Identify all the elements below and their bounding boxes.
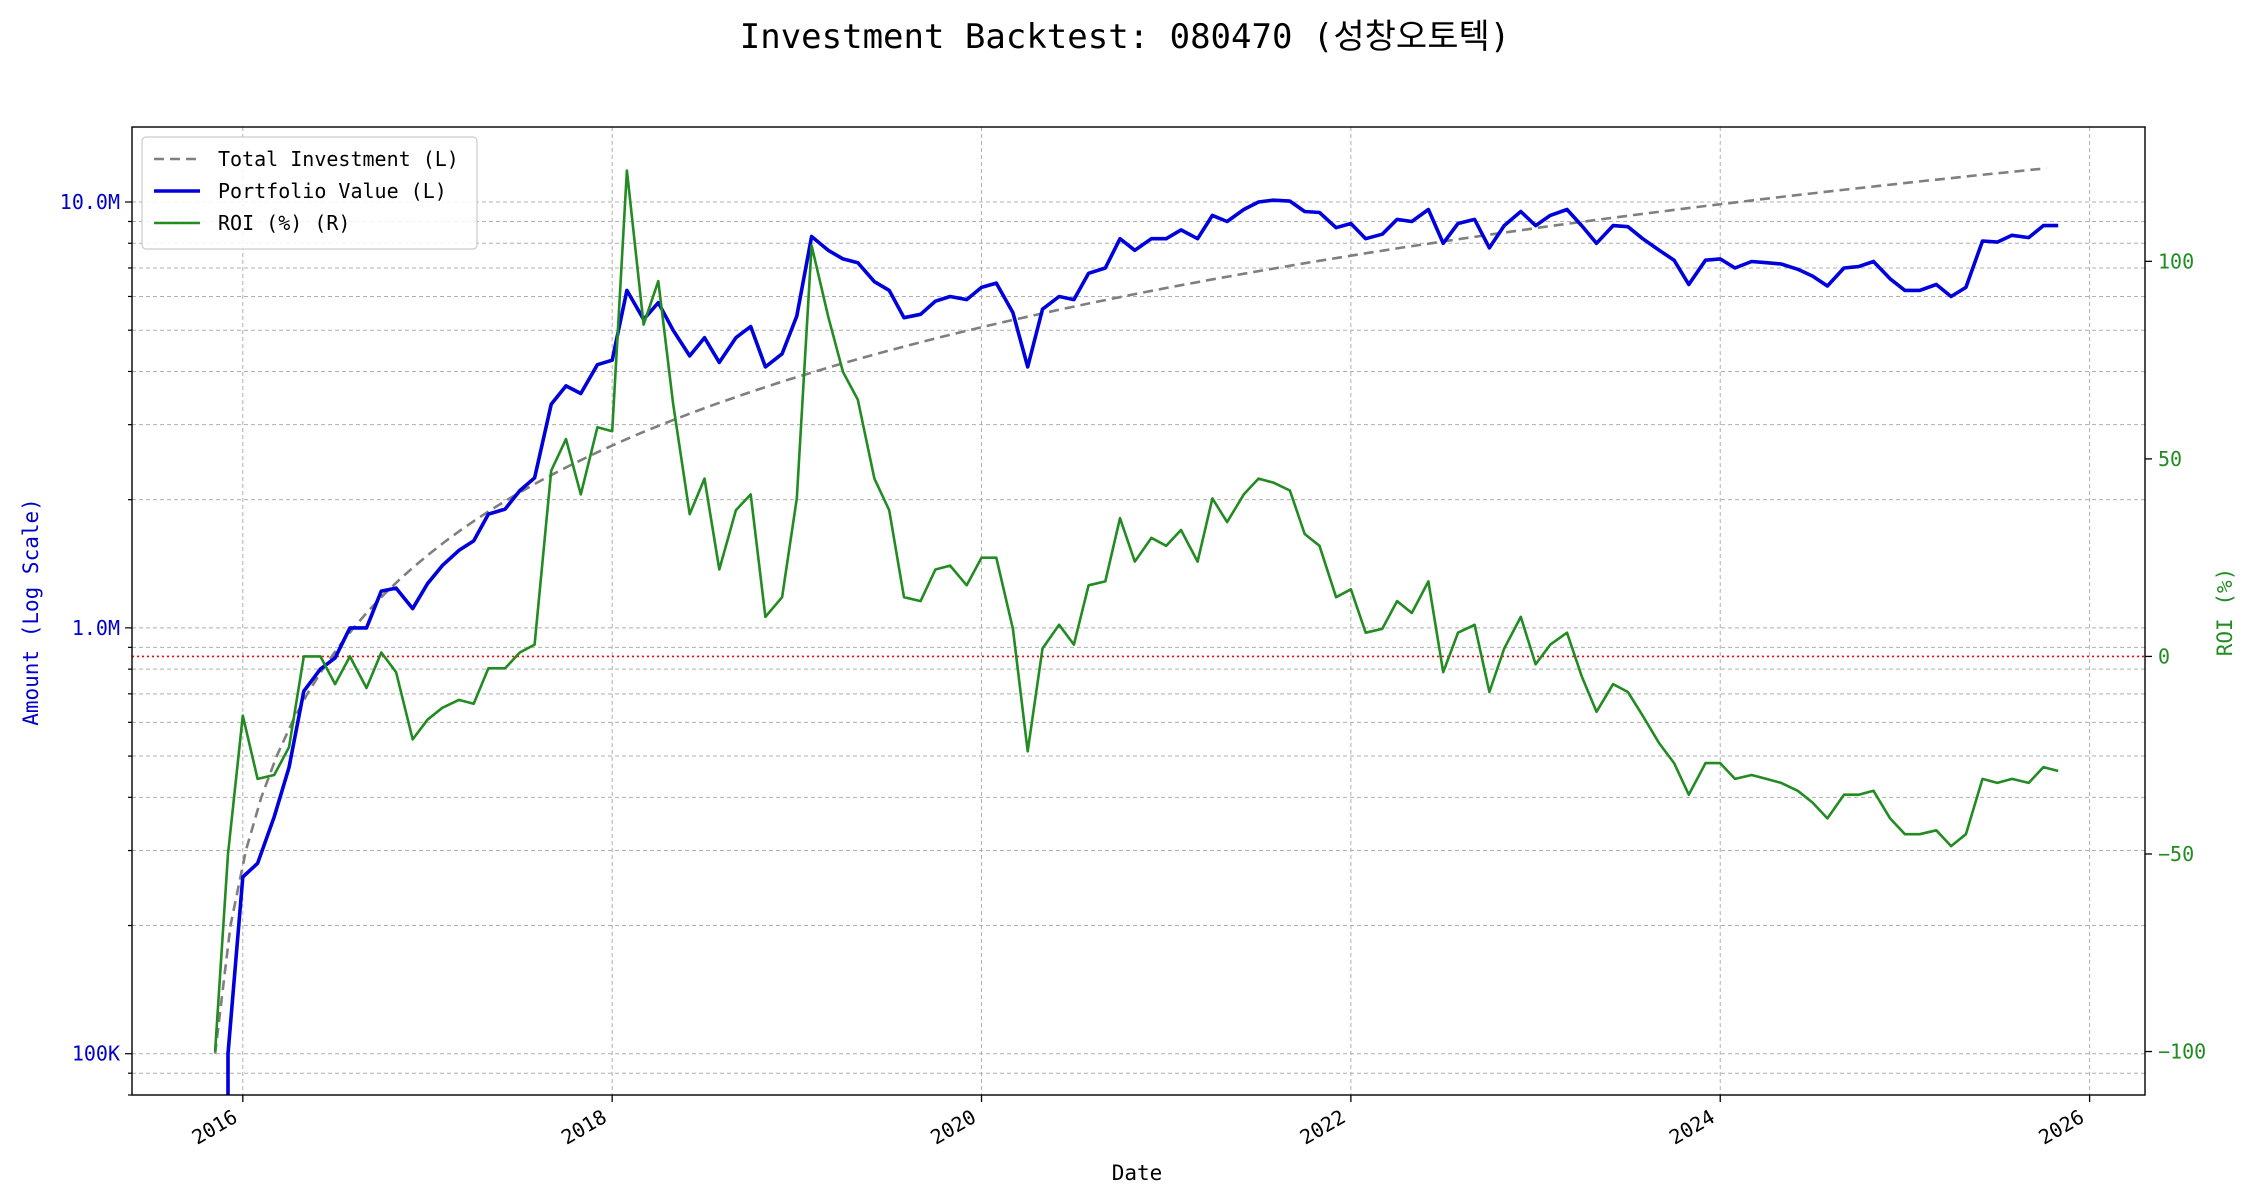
x-tick-label: 2024 — [1665, 1105, 1719, 1150]
left-axis-label: Amount (Log Scale) — [19, 498, 43, 726]
right-tick-label: −50 — [2158, 842, 2194, 866]
left-tick-label: 10.0M — [60, 190, 120, 214]
legend-label: Total Investment (L) — [218, 147, 459, 171]
x-axis-ticks: 2016 2018 2020 2022 2024 2026 — [188, 1095, 2091, 1150]
series-line-1 — [226, 198, 2059, 1095]
legend: Total Investment (L) Portfolio Value (L) R… — [141, 136, 478, 250]
right-tick-label: 50 — [2158, 447, 2182, 471]
x-tick-label: 2026 — [2034, 1105, 2088, 1150]
plot-frame — [131, 126, 2146, 1096]
legend-label: ROI (%) (R) — [218, 211, 350, 235]
x-tick-label: 2018 — [557, 1105, 611, 1150]
series-lines — [213, 167, 2059, 1095]
legend-label: Portfolio Value (L) — [218, 179, 447, 203]
series-line-2 — [213, 169, 2059, 1052]
series-line-0 — [213, 167, 2047, 1054]
right-tick-label: −100 — [2158, 1040, 2206, 1064]
left-axis-ticks: 100K 1.0M 10.0M — [60, 190, 132, 1096]
right-axis-label: ROI (%) — [2213, 568, 2237, 657]
legend-box — [141, 136, 478, 250]
grid — [132, 127, 2145, 1096]
x-tick-label: 2022 — [1296, 1105, 1350, 1150]
chart-title: Investment Backtest: 080470 (성창오토텍) — [740, 17, 1511, 57]
x-tick-label: 2016 — [188, 1105, 242, 1150]
x-tick-label: 2020 — [926, 1105, 980, 1150]
right-tick-label: 100 — [2158, 249, 2194, 273]
left-tick-label: 1.0M — [72, 616, 120, 640]
right-tick-label: 0 — [2158, 644, 2170, 668]
x-axis-label: Date — [1112, 1161, 1163, 1185]
left-tick-label: 100K — [72, 1042, 120, 1066]
right-axis-ticks: −100 −50 0 50 100 — [2145, 249, 2206, 1064]
